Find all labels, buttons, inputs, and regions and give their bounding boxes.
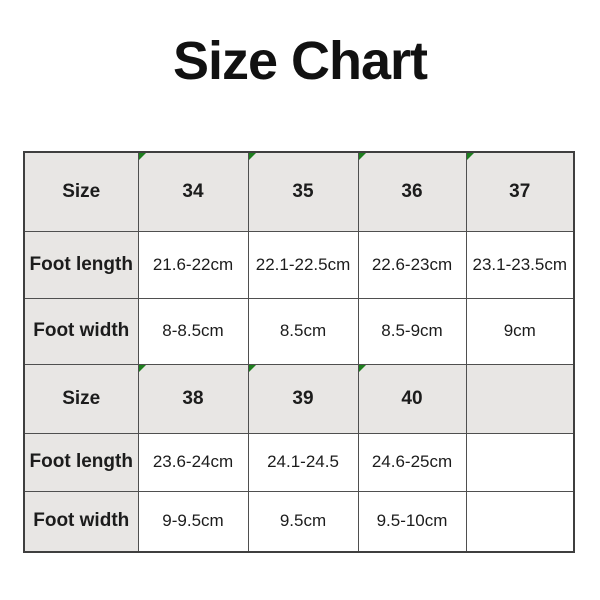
cell-foot-width-34: 8-8.5cm (137, 297, 249, 365)
cell-size-34: 34 (137, 151, 249, 232)
error-flag-icon (249, 153, 256, 160)
cell-foot-width-label-2: Foot width (23, 490, 139, 553)
cell-size-38: 38 (137, 363, 249, 434)
cell-text: 39 (292, 387, 314, 409)
cell-foot-length-38: 23.6-24cm (137, 432, 249, 492)
cell-size-40: 40 (357, 363, 467, 434)
cell-size-header-2: Size (23, 363, 139, 434)
cell-size-36: 36 (357, 151, 467, 232)
cell-text: 36 (401, 180, 423, 202)
cell-foot-length-36: 22.6-23cm (357, 230, 467, 299)
cell-size-empty (465, 363, 575, 434)
cell-size-39: 39 (247, 363, 359, 434)
cell-size-35: 35 (247, 151, 359, 232)
page-title: Size Chart (172, 31, 428, 91)
cell-size-37: 37 (465, 151, 575, 232)
cell-size-header-1: Size (23, 151, 139, 232)
table-row-foot-length-2: Foot length 23.6-24cm 24.1-24.5 24.6-25c… (23, 432, 575, 492)
cell-foot-length-empty (465, 432, 575, 492)
error-flag-icon (359, 153, 366, 160)
cell-foot-width-36: 8.5-9cm (357, 297, 467, 365)
cell-foot-width-empty (465, 490, 575, 553)
cell-foot-length-39: 24.1-24.5 (247, 432, 359, 492)
size-chart-table: Size 34 35 36 37 Foot length 21.6-22cm 2… (23, 151, 575, 553)
cell-text: 34 (182, 180, 204, 202)
cell-foot-width-35: 8.5cm (247, 297, 359, 365)
cell-foot-width-39: 9.5cm (247, 490, 359, 553)
error-flag-icon (249, 365, 256, 372)
error-flag-icon (139, 153, 146, 160)
cell-foot-length-40: 24.6-25cm (357, 432, 467, 492)
cell-foot-length-label-2: Foot length (23, 432, 139, 492)
error-flag-icon (139, 365, 146, 372)
cell-text: 35 (292, 180, 314, 202)
error-flag-icon (359, 365, 366, 372)
cell-foot-length-label-1: Foot length (23, 230, 139, 299)
cell-foot-width-38: 9-9.5cm (137, 490, 249, 553)
cell-foot-width-label-1: Foot width (23, 297, 139, 365)
table-row-size-2: Size 38 39 40 (23, 363, 575, 434)
table-row-foot-width-2: Foot width 9-9.5cm 9.5cm 9.5-10cm (23, 490, 575, 553)
table-row-foot-length-1: Foot length 21.6-22cm 22.1-22.5cm 22.6-2… (23, 230, 575, 299)
error-flag-icon (467, 153, 474, 160)
cell-foot-length-37: 23.1-23.5cm (465, 230, 575, 299)
cell-text: 40 (401, 387, 423, 409)
cell-text: 38 (182, 387, 204, 409)
cell-foot-width-40: 9.5-10cm (357, 490, 467, 553)
table-row-foot-width-1: Foot width 8-8.5cm 8.5cm 8.5-9cm 9cm (23, 297, 575, 365)
table-row-size-1: Size 34 35 36 37 (23, 151, 575, 232)
cell-foot-width-37: 9cm (465, 297, 575, 365)
cell-text: 37 (509, 180, 531, 202)
cell-foot-length-35: 22.1-22.5cm (247, 230, 359, 299)
cell-foot-length-34: 21.6-22cm (137, 230, 249, 299)
